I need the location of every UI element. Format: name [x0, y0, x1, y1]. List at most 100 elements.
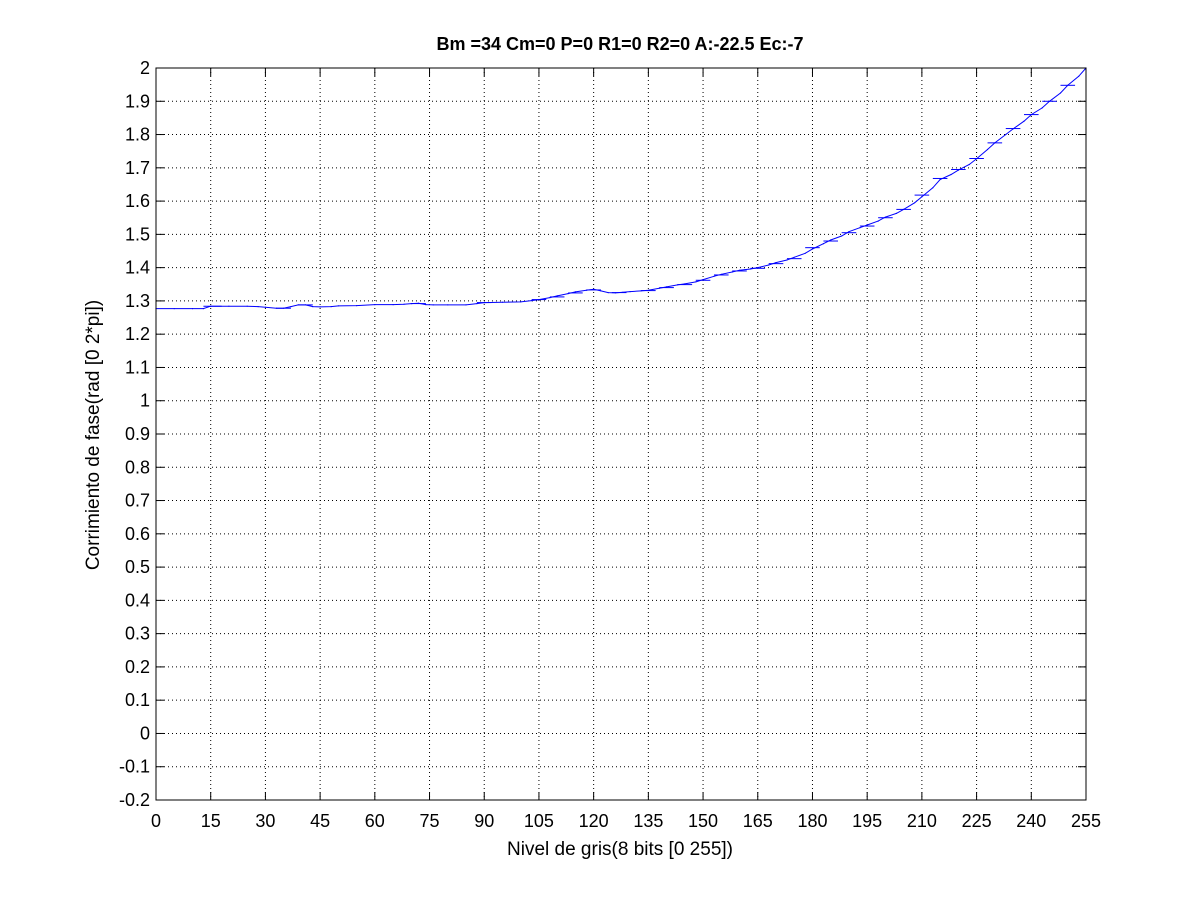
x-tick-label: 120	[579, 811, 609, 831]
series-point	[173, 308, 175, 310]
y-axis-label: Corrimiento de fase(rad [0 2*pi])	[83, 300, 104, 570]
series-point	[257, 306, 259, 308]
series-point	[1059, 92, 1062, 94]
y-tick-label: 0.9	[125, 424, 150, 444]
x-tick-labels: 0 15 30 45 60 75 90 105 120 135 150 165 180 195 210 225…	[151, 811, 1101, 831]
series-point	[356, 305, 358, 307]
series-point	[895, 212, 898, 214]
series-point	[1041, 107, 1043, 109]
series-layer	[155, 67, 1087, 310]
series-point	[914, 202, 916, 204]
x-tick-label: 225	[962, 811, 992, 831]
series-point	[811, 248, 814, 250]
x-tick-label: 255	[1071, 811, 1101, 831]
series-point	[330, 306, 332, 308]
series-point	[337, 305, 339, 307]
series-point	[830, 239, 832, 241]
series-point	[556, 295, 558, 297]
x-tick-label: 135	[633, 811, 663, 831]
x-tick-label: 150	[688, 811, 718, 831]
series-point	[228, 305, 230, 307]
series-point	[968, 163, 970, 166]
y-tick-label: -0.2	[119, 790, 150, 810]
series-point	[629, 291, 631, 293]
grid-lines	[156, 68, 1086, 800]
series-point	[775, 262, 777, 264]
x-tick-label: 240	[1016, 811, 1046, 831]
x-tick-label: 15	[201, 811, 221, 831]
series-point	[202, 308, 204, 310]
x-tick-label: 60	[365, 811, 385, 831]
x-tick-label: 210	[907, 811, 937, 831]
series-point	[501, 301, 504, 303]
y-tick-label: 0.1	[125, 690, 150, 710]
y-tick-label: 0.7	[125, 491, 150, 511]
series-point	[866, 224, 868, 226]
y-tick-label: 1.8	[125, 125, 150, 145]
series-point	[600, 290, 602, 292]
x-tick-label: 180	[797, 811, 827, 831]
series-point	[1078, 75, 1080, 77]
x-axis-label: Nivel de gris(8 bits [0 255])	[507, 839, 733, 860]
series-point	[793, 256, 795, 258]
series-point	[403, 303, 405, 305]
y-tick-label: 0.4	[125, 590, 150, 610]
series-point	[731, 271, 733, 273]
plot-area-frame	[155, 67, 1087, 801]
series-point	[290, 306, 292, 308]
x-tick-label: 165	[743, 811, 773, 831]
y-tick-label: -0.1	[119, 757, 150, 777]
x-tick-label: 45	[310, 811, 330, 831]
x-tick-label: 75	[420, 811, 440, 831]
y-tick-labels: -0.2 -0.1 0 0.1 0.2 0.3 0.4 0.5 0.6 0.7 0.8 0.9 1 1.1…	[119, 58, 150, 810]
y-tick-label: 1	[140, 391, 150, 411]
series-point	[319, 306, 321, 308]
series-point	[713, 275, 715, 277]
series-point	[695, 281, 697, 283]
series-point	[1005, 133, 1007, 136]
series-point	[432, 304, 434, 306]
series-point	[476, 303, 478, 305]
series-point	[877, 220, 879, 222]
series-point	[932, 187, 934, 189]
series-point	[264, 306, 266, 308]
series-point	[804, 252, 806, 254]
y-tick-label: 2	[140, 58, 150, 78]
x-tick-label: 0	[151, 811, 161, 831]
y-tick-label: 1.6	[125, 191, 150, 211]
x-tick-label: 105	[524, 811, 554, 831]
y-tick-label: 1.2	[125, 324, 150, 344]
series-point	[531, 300, 533, 302]
series-point	[822, 243, 825, 245]
series-point	[425, 304, 427, 306]
series-point	[848, 231, 850, 233]
y-tick-label: 1.5	[125, 224, 150, 244]
y-tick-label: 1.1	[125, 357, 150, 377]
series-point	[374, 304, 376, 306]
series-point	[246, 305, 248, 307]
series-point	[447, 304, 449, 306]
y-tick-label: 0.3	[125, 624, 150, 644]
y-tick-label: 1.4	[125, 258, 150, 278]
series-point	[859, 227, 861, 229]
y-tick-label: 0.8	[125, 457, 150, 477]
series-point	[841, 235, 843, 237]
series-point	[986, 148, 989, 151]
y-tick-label: 0.2	[125, 657, 150, 677]
series-point	[939, 178, 941, 181]
series-point	[786, 259, 788, 261]
y-tick-label: 1.3	[125, 291, 150, 311]
series-point	[950, 173, 952, 176]
series-point	[191, 308, 194, 310]
y-tick-label: 0	[140, 723, 150, 743]
series-point	[921, 196, 923, 198]
series-point	[1023, 120, 1025, 122]
series-point	[392, 304, 394, 306]
series-point	[574, 291, 577, 293]
x-tick-label: 195	[852, 811, 882, 831]
series-point	[768, 264, 770, 266]
y-tick-label: 1.7	[125, 158, 150, 178]
